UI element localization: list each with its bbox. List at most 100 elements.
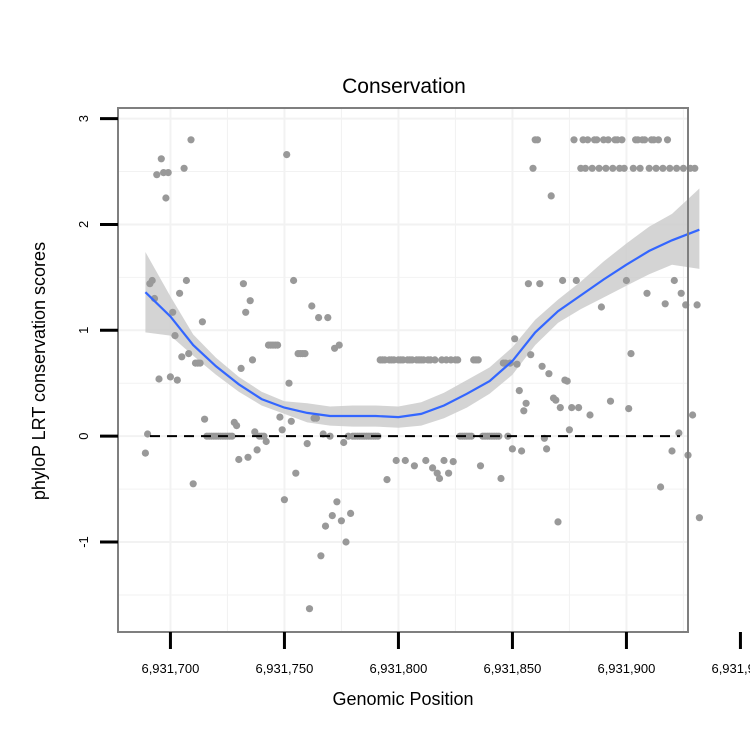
data-point [625,405,633,413]
data-point [169,308,177,316]
data-point [246,297,254,305]
data-point [679,164,688,172]
data-point [335,341,343,349]
data-point [524,280,533,288]
smooth-line-layer [144,228,700,419]
data-point [148,276,156,285]
x-axis: 6,931,700 6,931,750 6,931,800 6,931,850 6,93… [141,632,750,676]
data-point [305,605,314,613]
data-point [440,456,448,465]
data-point [141,449,149,457]
data-point [274,341,282,349]
chart-title: Conservation [342,75,466,98]
data-point [657,483,665,491]
data-point [522,399,530,407]
data-point [340,438,348,447]
data-point [162,194,170,202]
data-point [303,440,311,448]
x-tick-label: 6,931,700 [141,661,199,676]
data-point [454,356,462,364]
y-axis: -1 0 1 2 3 [76,115,118,548]
data-point [606,397,615,405]
y-axis-label: phyloP LRT conservation scores [29,242,49,500]
data-point [572,276,580,285]
data-point [556,404,564,412]
data-point [283,151,291,159]
data-point [383,476,391,484]
data-point [518,447,526,455]
data-point [392,456,400,465]
data-point [262,437,270,446]
data-point [182,276,190,285]
data-point [622,276,631,285]
data-point [627,350,635,358]
data-point [677,289,685,297]
data-point [581,164,590,172]
data-point [337,517,345,525]
data-point [180,164,188,172]
data-point [449,458,457,466]
data-point [604,136,612,144]
data-point [545,370,553,378]
data-point [290,276,298,285]
smooth-line [144,228,700,419]
data-point [618,136,626,144]
data-point [164,169,172,177]
data-point [280,496,288,504]
data-point [198,318,206,326]
data-point [652,164,660,172]
data-point [497,474,505,483]
data-point [244,453,252,461]
data-point [515,387,523,395]
y-tick-label: 3 [76,115,91,122]
data-point [552,396,560,404]
data-point [527,351,535,359]
data-point [565,426,574,434]
data-point [629,164,637,172]
data-point [554,518,562,526]
x-tick-label: 6,931,950 [711,661,750,676]
data-point [235,455,243,464]
data-point [597,303,606,311]
data-point [176,289,184,297]
data-point [575,404,583,412]
data-point [315,314,323,322]
data-point [593,136,601,144]
data-point [173,376,181,384]
data-point [559,276,567,285]
data-point [620,164,628,172]
data-point [187,136,195,144]
data-point [431,356,439,364]
data-point [659,164,667,172]
data-point [347,509,355,517]
data-point [292,469,300,477]
plot-border [117,107,689,633]
data-point [673,164,681,172]
data-point [201,415,209,423]
data-point [513,360,521,368]
data-point [695,514,704,522]
x-axis-label: Genomic Position [332,689,473,709]
data-point [520,407,528,415]
data-point [588,164,596,172]
data-point [278,426,286,434]
data-point [157,155,165,163]
data-point [308,302,316,310]
data-point [467,432,475,440]
data-point [609,164,617,172]
data-point [536,280,544,288]
data-point [584,136,592,144]
y-tick-label: 2 [76,221,91,228]
y-tick-label: -1 [76,536,91,548]
data-point [196,359,204,367]
data-point [153,171,161,179]
data-point [312,414,320,422]
data-point [445,469,453,477]
data-point [185,350,193,358]
data-point [675,429,683,437]
data-point [586,411,594,419]
data-point [233,422,241,430]
data-point [595,164,603,172]
data-point [253,446,261,454]
y-tick-label: 0 [76,433,91,440]
